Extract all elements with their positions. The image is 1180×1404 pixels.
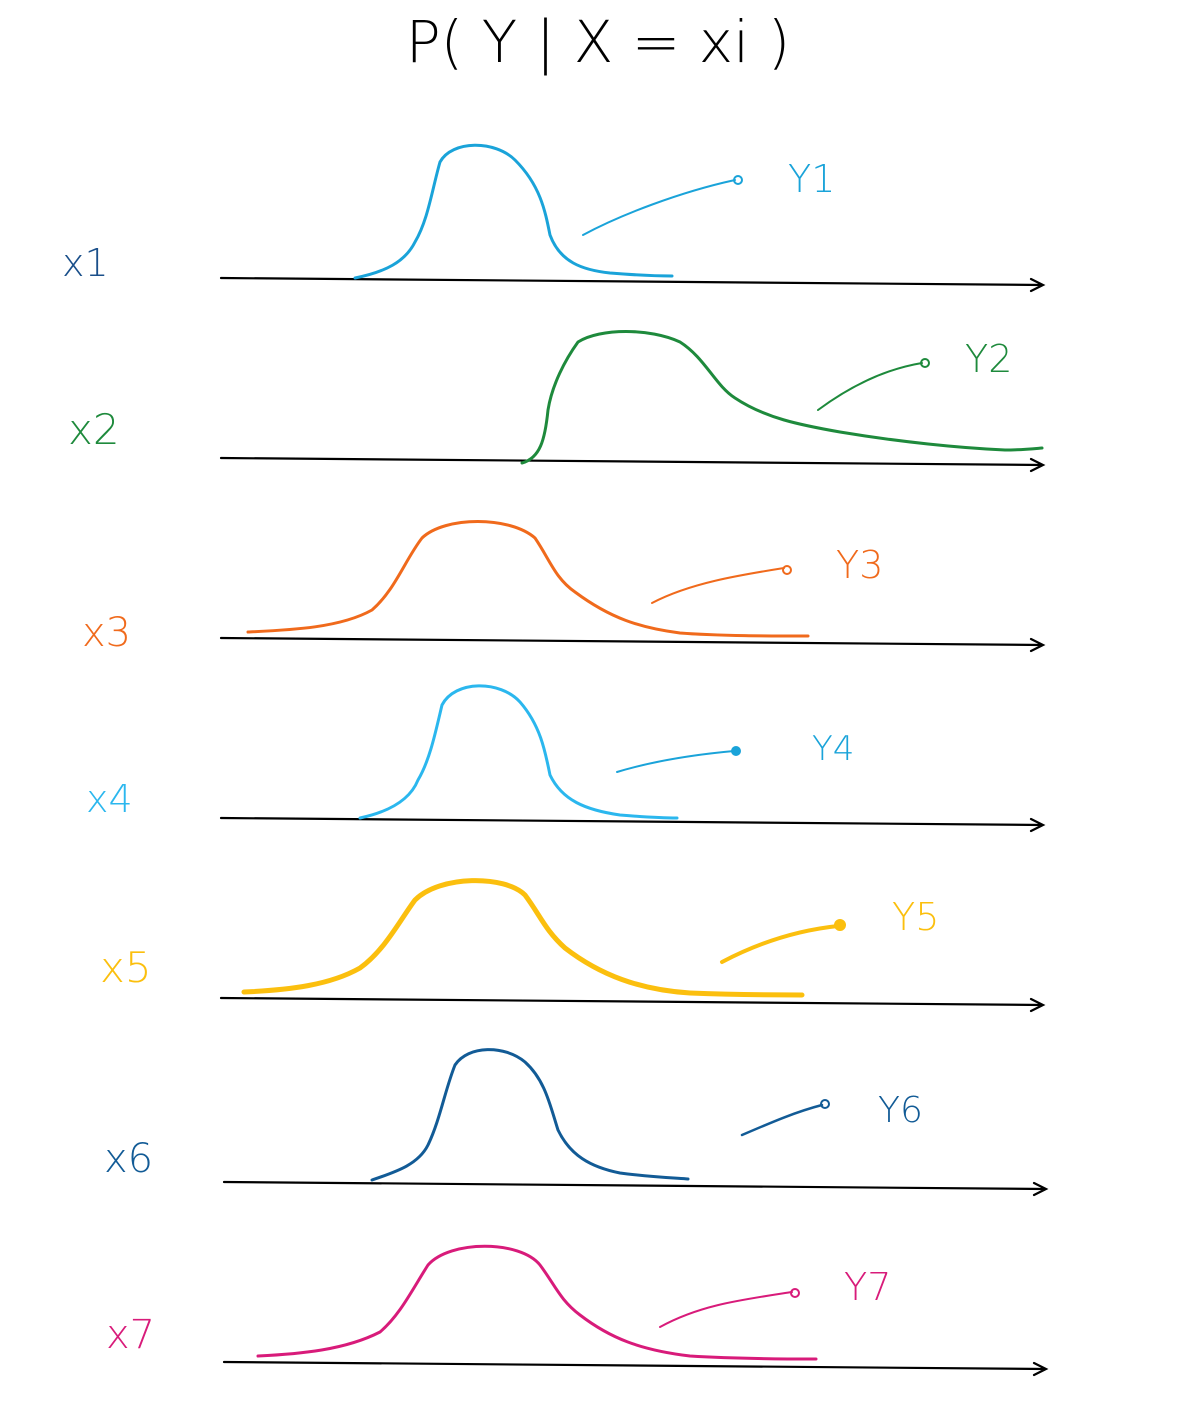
y-label-y2: Y2 xyxy=(965,337,1012,381)
y-label-y3: Y3 xyxy=(836,543,883,587)
y-label-y5: Y5 xyxy=(892,895,939,939)
axis-arrow-x5 xyxy=(219,996,1046,1013)
row-x6: x6 Y6 xyxy=(104,1048,1049,1197)
distribution-curve-x5 xyxy=(241,878,805,998)
distribution-curve-x2 xyxy=(520,330,1044,465)
axis-arrow-x3 xyxy=(219,636,1046,653)
axis-arrow-x7 xyxy=(222,1360,1049,1377)
pointer-line-y4 xyxy=(616,750,735,773)
x-label-x1: x1 xyxy=(62,241,109,285)
row-x3: x3 Y3 xyxy=(82,520,1046,656)
diagram-title: P( Y | X = xi ) xyxy=(406,8,791,76)
distribution-curve-x3 xyxy=(246,520,810,638)
distribution-curve-x1 xyxy=(353,143,674,280)
row-x5: x5 Y5 xyxy=(100,878,1046,1013)
y-label-y4: Y4 xyxy=(812,729,854,769)
row-x2: x2 Y2 xyxy=(68,330,1046,473)
distribution-curve-x7 xyxy=(256,1244,818,1361)
pointer-line-y7 xyxy=(659,1291,793,1328)
pointer-dot-y2 xyxy=(920,358,930,368)
axis-arrow-x4 xyxy=(219,816,1046,833)
y-label-y6: Y6 xyxy=(878,1090,923,1131)
x-label-x6: x6 xyxy=(104,1136,153,1182)
row-x4: x4 Y4 xyxy=(86,684,1046,833)
pointer-dot-y6 xyxy=(820,1099,830,1109)
row-x1: x1 Y1 xyxy=(62,143,1046,293)
pointer-line-y1 xyxy=(582,179,736,236)
x-label-x4: x4 xyxy=(86,777,133,821)
axis-arrow-x6 xyxy=(222,1180,1049,1197)
pointer-dot-y3 xyxy=(782,565,792,575)
pointer-dot-y7 xyxy=(790,1288,800,1298)
pointer-line-y3 xyxy=(651,567,785,604)
pointer-dot-y1 xyxy=(733,175,743,185)
pointer-line-y2 xyxy=(817,362,923,411)
x-label-x2: x2 xyxy=(68,405,120,454)
x-label-x3: x3 xyxy=(82,610,131,656)
pointer-line-y5 xyxy=(720,924,840,964)
y-label-y7: Y7 xyxy=(844,1265,891,1309)
y-label-y1: Y1 xyxy=(788,157,835,201)
pointer-dot-y4 xyxy=(731,746,741,756)
distribution-curve-x6 xyxy=(370,1048,690,1182)
axis-arrow-x2 xyxy=(219,456,1046,473)
distribution-curve-x4 xyxy=(358,684,679,820)
x-label-x5: x5 xyxy=(100,943,152,992)
axis-arrow-x1 xyxy=(219,276,1046,293)
x-label-x7: x7 xyxy=(106,1312,155,1358)
pointer-line-y6 xyxy=(740,1103,824,1137)
pointer-dot-y5 xyxy=(834,919,846,931)
row-x7: x7 Y7 xyxy=(106,1244,1049,1377)
